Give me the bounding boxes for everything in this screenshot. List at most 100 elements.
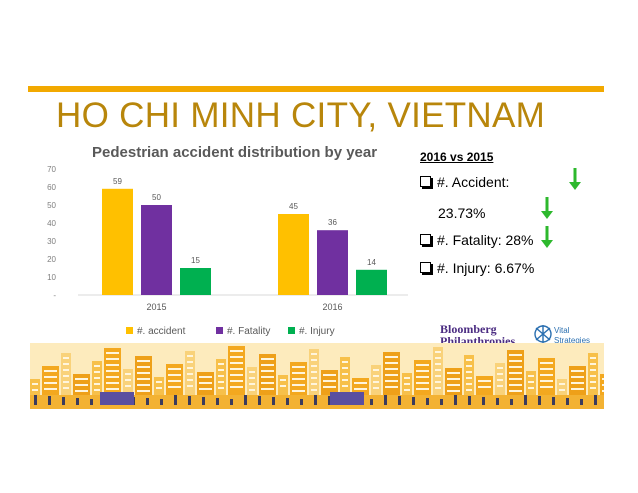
- accident-point: #. Accident:: [420, 174, 509, 190]
- skyline-window: [373, 381, 379, 383]
- skyline-window: [342, 367, 348, 369]
- legend-label: #. Fatality: [227, 326, 270, 337]
- street-figure: [524, 395, 527, 405]
- street-figure: [62, 397, 65, 405]
- skyline-window: [342, 385, 348, 387]
- skyline-window: [435, 387, 441, 389]
- skyline-building: [247, 367, 257, 395]
- skyline-window: [497, 367, 503, 369]
- y-tick-label: 40: [47, 219, 56, 228]
- street-figure: [48, 396, 51, 405]
- skyline-window: [416, 376, 429, 378]
- street-figure: [580, 399, 583, 405]
- skyline-window: [466, 389, 472, 391]
- skyline-window: [75, 384, 88, 386]
- skyline-window: [497, 385, 503, 387]
- skyline-window: [323, 380, 336, 382]
- skyline-window: [447, 390, 460, 392]
- bar-value-label: 45: [289, 202, 298, 211]
- skyline-window: [280, 385, 286, 387]
- skyline-window: [137, 366, 150, 368]
- skyline-window: [590, 387, 596, 389]
- skyline-building: [42, 366, 59, 395]
- skyline-window: [311, 377, 317, 379]
- skyline-window: [137, 360, 150, 362]
- skyline-window: [261, 370, 274, 372]
- skyline-window: [311, 389, 317, 391]
- skyline-window: [385, 374, 398, 376]
- skyline-window: [261, 382, 274, 384]
- skyline-window: [497, 379, 503, 381]
- skyline-window: [137, 372, 150, 374]
- skyline-window: [435, 351, 441, 353]
- skyline-window: [249, 383, 255, 385]
- skyline-building: [383, 352, 400, 395]
- street-figure: [468, 396, 471, 405]
- skyline-window: [311, 353, 317, 355]
- street-figure: [440, 399, 443, 405]
- bar-value-label: 36: [328, 218, 337, 227]
- skyline-window: [94, 365, 100, 367]
- skyline-window: [540, 386, 553, 388]
- skyline-window: [137, 390, 150, 392]
- skyline-window: [249, 389, 255, 391]
- city-skyline-illustration: [30, 343, 604, 409]
- skyline-window: [168, 386, 181, 388]
- skyline-window: [261, 364, 274, 366]
- skyline-window: [466, 359, 472, 361]
- skyline-window: [199, 388, 212, 390]
- skyline-building: [228, 346, 245, 395]
- skyline-window: [249, 377, 255, 379]
- skyline-window: [540, 374, 553, 376]
- street-figure: [566, 398, 569, 405]
- skyline-window: [385, 362, 398, 364]
- bar: [180, 268, 211, 295]
- down-arrow-icon: [541, 197, 553, 219]
- accident-value: 23.73%: [438, 205, 486, 221]
- injury-label: #. Injury: 6.67%: [437, 260, 535, 276]
- bar: [141, 205, 172, 295]
- injury-point: #. Injury: 6.67%: [420, 260, 534, 276]
- skyline-window: [106, 358, 119, 360]
- skyline-window: [168, 380, 181, 382]
- skyline-window: [571, 382, 584, 384]
- skyline-window: [125, 385, 131, 387]
- skyline-window: [75, 378, 88, 380]
- skyline-window: [447, 378, 460, 380]
- y-tick-label: 60: [47, 183, 56, 192]
- skyline-window: [447, 372, 460, 374]
- skyline-window: [590, 369, 596, 371]
- skyline-window: [75, 390, 88, 392]
- skyline-window: [311, 365, 317, 367]
- street-figure: [300, 399, 303, 405]
- skyline-window: [292, 372, 305, 374]
- skyline-building: [321, 370, 338, 395]
- skyline-window: [559, 389, 565, 391]
- skyline-window: [199, 382, 212, 384]
- street-figure: [34, 395, 37, 405]
- skyline-window: [602, 390, 604, 392]
- street-bus: [330, 392, 364, 405]
- y-tick-label: 70: [47, 165, 56, 174]
- bar: [278, 214, 309, 295]
- skyline-window: [404, 389, 410, 391]
- skyline-window: [187, 379, 193, 381]
- skyline-window: [218, 363, 224, 365]
- bar-value-label: 14: [367, 258, 376, 267]
- bar-value-label: 15: [191, 256, 200, 265]
- skyline-building: [538, 358, 555, 395]
- skyline-window: [137, 378, 150, 380]
- skyline-window: [590, 363, 596, 365]
- fatality-point: #. Fatality: 28%: [420, 232, 534, 248]
- x-tick-label: 2016: [322, 302, 342, 312]
- skyline-window: [230, 368, 243, 370]
- bloomberg-logo-line1: Bloomberg: [440, 322, 497, 336]
- skyline-window: [528, 381, 534, 383]
- street-figure: [552, 397, 555, 405]
- skyline-window: [187, 361, 193, 363]
- skyline-window: [571, 376, 584, 378]
- street-figure: [230, 399, 233, 405]
- title-accent-rule: [28, 86, 604, 92]
- skyline-window: [466, 365, 472, 367]
- street-figure: [286, 398, 289, 405]
